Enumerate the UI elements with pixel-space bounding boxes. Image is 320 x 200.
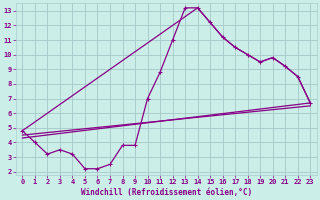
X-axis label: Windchill (Refroidissement éolien,°C): Windchill (Refroidissement éolien,°C) <box>81 188 252 197</box>
